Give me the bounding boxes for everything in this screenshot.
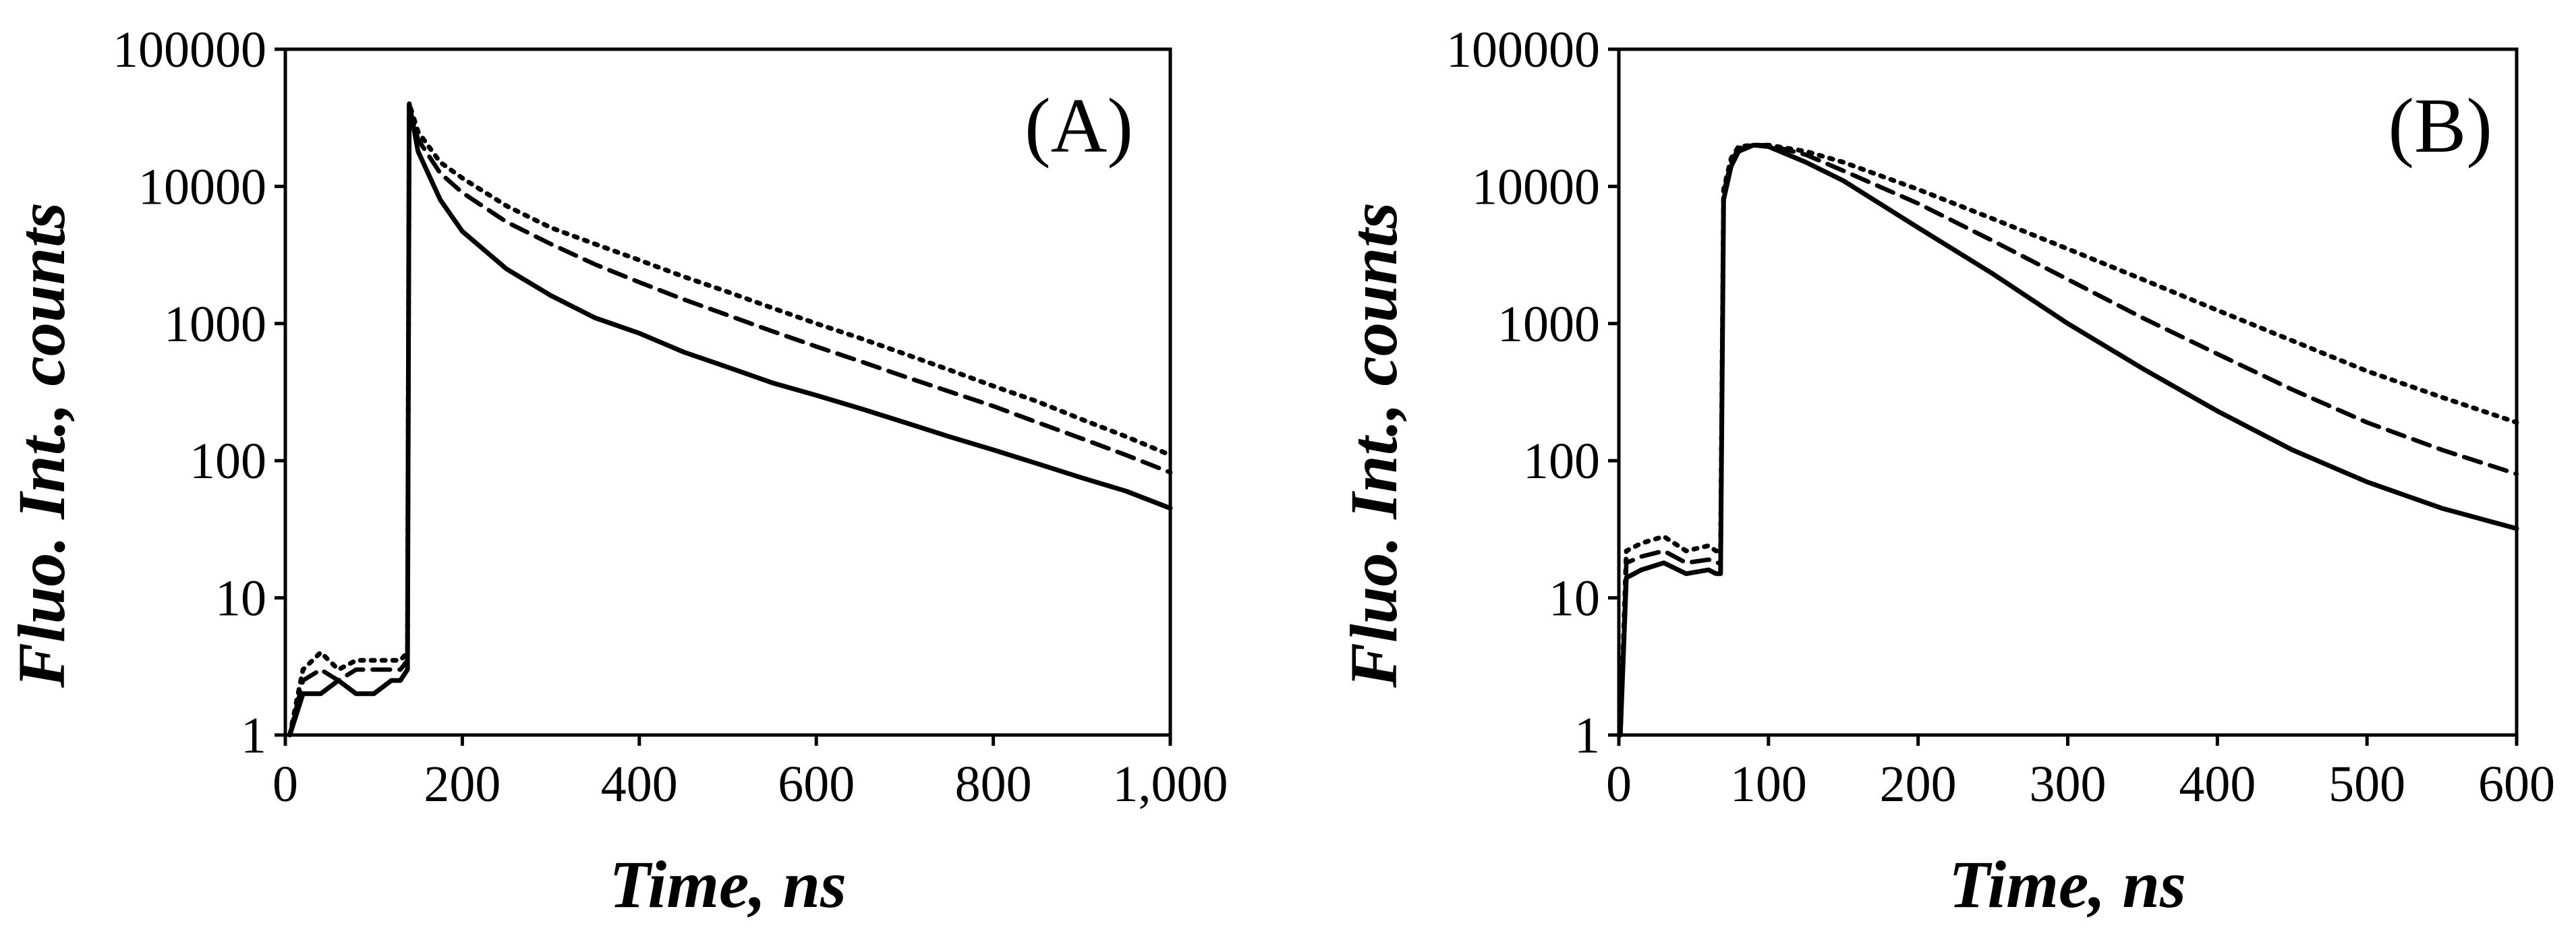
x-tick-label: 200 bbox=[424, 756, 500, 813]
panel-a-label: (A) bbox=[1025, 83, 1133, 169]
y-tick-label: 1 bbox=[1574, 707, 1600, 764]
y-tick-label: 1000 bbox=[1497, 296, 1600, 353]
x-tick-label: 400 bbox=[601, 756, 678, 813]
y-tick-label: 100 bbox=[1523, 433, 1600, 490]
x-tick-label: 500 bbox=[2328, 756, 2405, 813]
series-dashed bbox=[287, 105, 1173, 738]
panel-a-x-axis-title: Time, ns bbox=[609, 847, 847, 922]
panel-a-plot-frame bbox=[283, 47, 1172, 737]
panel-b-label: (B) bbox=[2388, 83, 2492, 169]
x-tick-label: 0 bbox=[1606, 756, 1632, 813]
series-dashed bbox=[1618, 142, 2519, 738]
panel-a: Fluo. Int., counts Time, ns (A) 0 200 400 6… bbox=[4, 22, 1228, 922]
y-tick-label: 100 bbox=[190, 433, 266, 490]
y-tick-label: 1 bbox=[241, 707, 266, 764]
panel-a-ticks: 0 200 400 600 800 1,000 1 10 100 1000 10000 100000 bbox=[113, 22, 1228, 813]
x-tick-label: 300 bbox=[2030, 756, 2107, 813]
y-tick-label: 100000 bbox=[1446, 22, 1600, 78]
y-tick-label: 10 bbox=[215, 570, 266, 627]
series-dotted bbox=[1618, 142, 2519, 738]
y-tick-label: 100000 bbox=[113, 22, 266, 78]
panel-b: Fluo. Int., counts Time, ns (B) 0 100 200 3… bbox=[1336, 22, 2555, 922]
y-tick-label: 1000 bbox=[164, 296, 266, 353]
series-solid bbox=[287, 101, 1173, 738]
x-tick-label: 600 bbox=[2478, 756, 2555, 813]
x-tick-label: 800 bbox=[955, 756, 1032, 813]
series-solid bbox=[1618, 142, 2519, 738]
panel-a-y-axis-title: Fluo. Int., counts bbox=[4, 202, 79, 688]
panel-b-ticks: 0 100 200 300 400 500 600 1 10 100 1000 10000 100000 bbox=[1446, 22, 2555, 813]
x-tick-label: 400 bbox=[2179, 756, 2256, 813]
y-tick-label: 10000 bbox=[1472, 158, 1600, 215]
y-tick-label: 10000 bbox=[138, 158, 266, 215]
series-dotted bbox=[287, 101, 1173, 738]
x-tick-label: 0 bbox=[273, 756, 298, 813]
panel-b-plot bbox=[1618, 142, 2519, 738]
panel-b-x-axis-title: Time, ns bbox=[1949, 847, 2186, 922]
x-tick-label: 200 bbox=[1880, 756, 1957, 813]
y-tick-label: 10 bbox=[1549, 570, 1600, 627]
panel-a-plot bbox=[287, 101, 1173, 738]
x-tick-label: 100 bbox=[1730, 756, 1807, 813]
x-tick-label: 600 bbox=[778, 756, 855, 813]
panel-b-plot-frame bbox=[1617, 47, 2519, 737]
panel-b-y-axis-title: Fluo. Int., counts bbox=[1336, 202, 1411, 688]
x-tick-label: 1,000 bbox=[1113, 756, 1228, 813]
